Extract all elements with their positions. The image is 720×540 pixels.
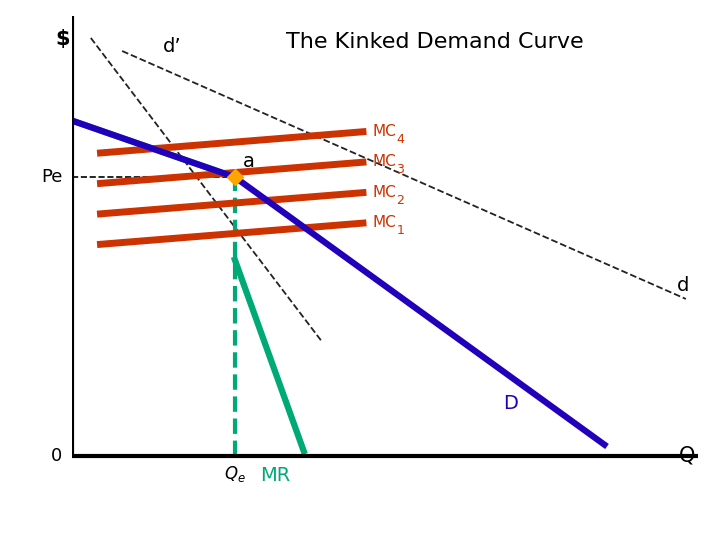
Text: MC: MC xyxy=(373,215,397,231)
Text: 1: 1 xyxy=(397,224,405,237)
Text: MR: MR xyxy=(261,465,291,484)
Text: 3: 3 xyxy=(397,163,405,176)
Text: d’: d’ xyxy=(163,37,181,56)
Text: 4: 4 xyxy=(397,133,405,146)
Text: $Q_e$: $Q_e$ xyxy=(224,464,246,484)
Text: The Kinked Demand Curve: The Kinked Demand Curve xyxy=(287,32,584,52)
Text: D: D xyxy=(503,394,518,413)
Text: $: $ xyxy=(55,29,70,49)
Text: d: d xyxy=(677,276,689,295)
Text: MC: MC xyxy=(373,124,397,139)
Text: 0: 0 xyxy=(51,447,63,464)
Text: MC: MC xyxy=(373,185,397,200)
Text: MC: MC xyxy=(373,154,397,170)
Text: 2: 2 xyxy=(397,194,405,207)
Text: Pe: Pe xyxy=(41,168,63,186)
Text: a: a xyxy=(243,152,254,171)
Text: Q: Q xyxy=(679,446,696,465)
